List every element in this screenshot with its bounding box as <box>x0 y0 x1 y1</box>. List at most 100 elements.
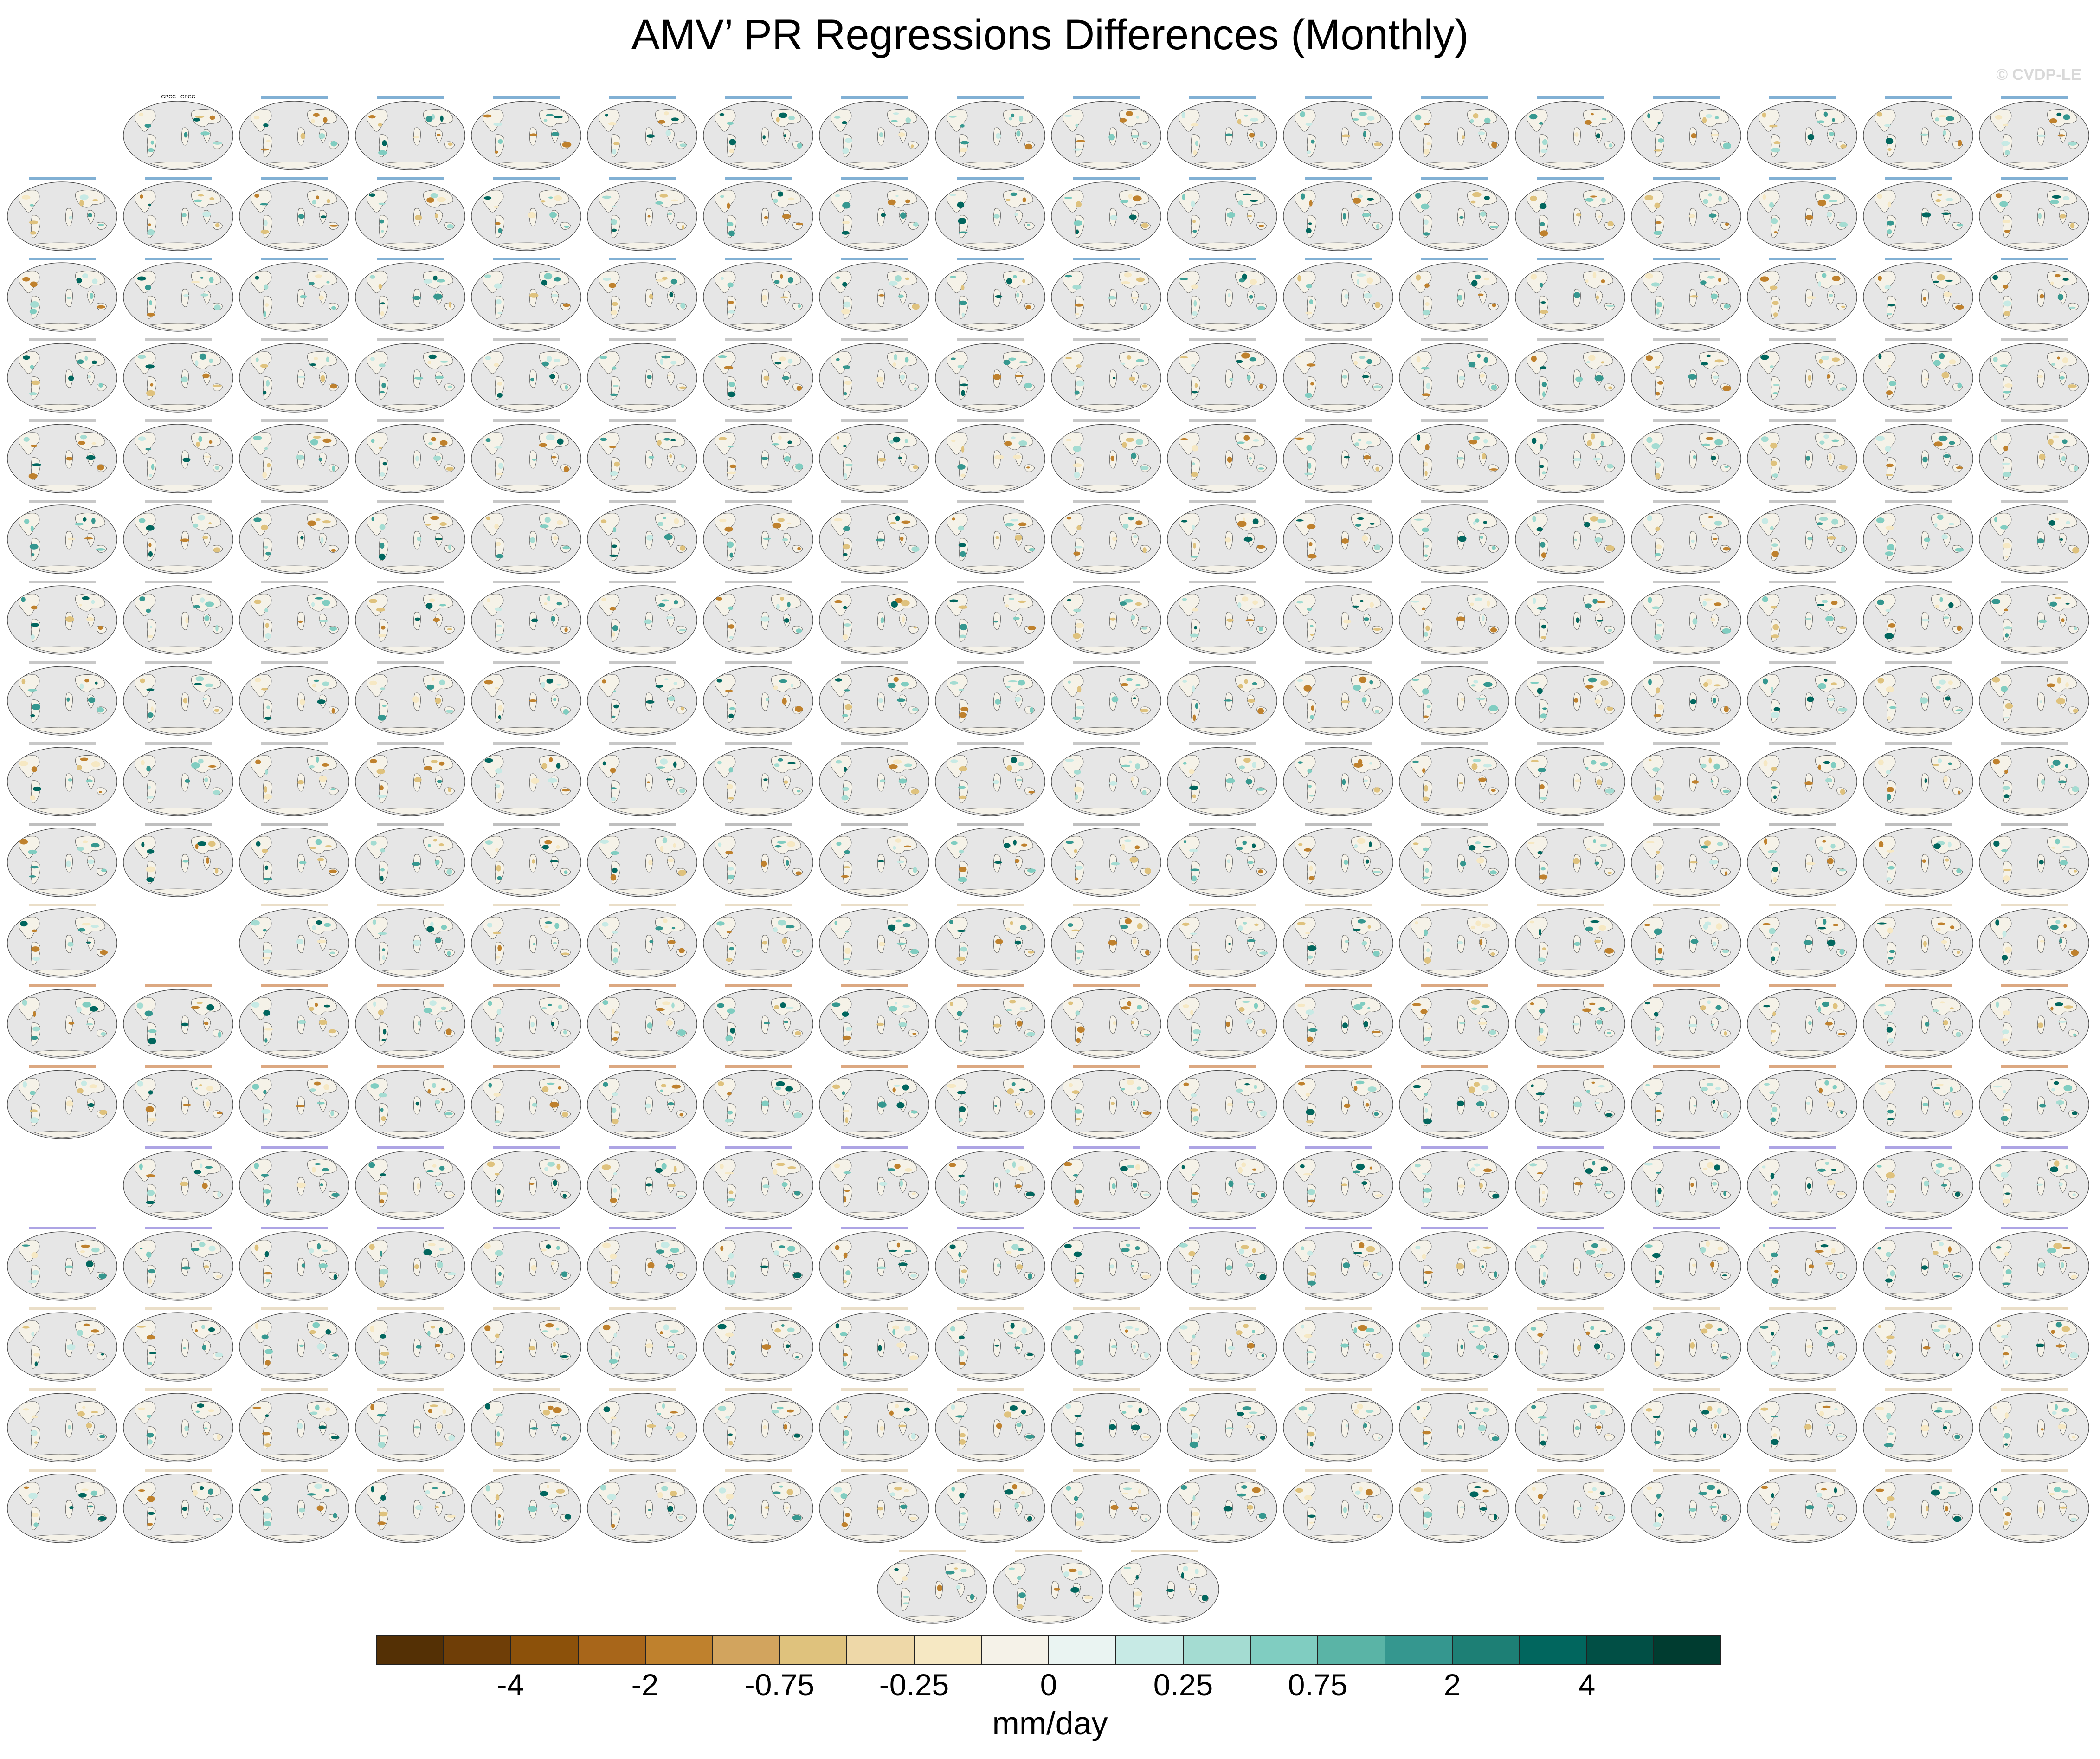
regression-map-panel <box>934 94 1046 171</box>
regression-map-panel <box>1050 821 1162 898</box>
panel-title <box>377 742 444 745</box>
globe-map <box>471 747 581 816</box>
globe-map <box>1979 1231 2089 1301</box>
panel-title <box>1653 1469 1720 1472</box>
globe-map <box>1283 747 1393 816</box>
panel-title <box>957 338 1024 341</box>
panel-title <box>145 338 212 341</box>
globe-map <box>355 504 465 574</box>
panel-title <box>725 177 792 180</box>
regression-map-panel <box>1282 1224 1394 1301</box>
panel-title <box>29 661 96 664</box>
globe-map <box>1863 585 1973 655</box>
panel-title <box>1537 96 1604 99</box>
regression-map-panel <box>1514 1386 1626 1463</box>
panel-title <box>725 984 792 987</box>
regression-map-panel <box>818 417 930 494</box>
regression-map-panel <box>1514 417 1626 494</box>
regression-map-panel <box>934 175 1046 252</box>
globe-map <box>1979 1393 2089 1462</box>
globe-map <box>7 1070 117 1139</box>
panel-title <box>725 96 792 99</box>
panel-title <box>1305 1065 1372 1068</box>
globe-map <box>1747 1151 1857 1220</box>
panel-title <box>1885 1469 1952 1472</box>
globe-map <box>587 989 697 1059</box>
panel-title <box>957 1227 1024 1229</box>
globe-map <box>703 908 813 978</box>
panel-title <box>1769 1469 1836 1472</box>
globe-map <box>819 343 929 413</box>
cvdp-le-watermark: © CVDP-LE <box>1996 66 2081 84</box>
regression-map-panel <box>6 659 118 736</box>
regression-map-panel <box>818 1305 930 1382</box>
regression-map-panel <box>1514 1063 1626 1140</box>
regression-map-panel <box>122 1224 234 1301</box>
globe-map <box>1979 504 2089 574</box>
globe-map <box>1631 262 1741 332</box>
regression-map-panel <box>586 1305 698 1382</box>
globe-map <box>1515 585 1625 655</box>
panel-title <box>841 1146 908 1149</box>
regression-map-panel <box>354 175 466 252</box>
regression-map-panel <box>818 498 930 575</box>
panel-title <box>1073 258 1140 260</box>
colorbar-tick-label: -0.25 <box>879 1668 949 1702</box>
regression-map-panel <box>354 1467 466 1544</box>
regression-map-panel <box>122 1305 234 1382</box>
globe-map <box>1515 343 1625 413</box>
regression-map-panel <box>1746 821 1858 898</box>
globe-map <box>819 1231 929 1301</box>
colorbar-box <box>780 1636 848 1664</box>
globe-map <box>1631 343 1741 413</box>
panel-title <box>493 984 560 987</box>
regression-map-panel <box>1862 740 1974 817</box>
regression-map-panel <box>702 498 814 575</box>
panel-title <box>725 742 792 745</box>
panel-title <box>261 1469 328 1472</box>
globe-map <box>123 1393 233 1462</box>
panel-title <box>29 177 96 180</box>
panel-title <box>1421 500 1488 503</box>
regression-map-panel <box>1050 1386 1162 1463</box>
globe-map <box>355 908 465 978</box>
regression-map-panel <box>1282 1144 1394 1221</box>
globe-map <box>1863 666 1973 736</box>
panel-title <box>1189 581 1256 583</box>
colorbar-box <box>578 1636 646 1664</box>
globe-map <box>819 828 929 897</box>
colorbar-box <box>713 1636 780 1664</box>
globe-map <box>819 666 929 736</box>
regression-map-panel <box>586 336 698 413</box>
regression-map-panel <box>702 175 814 252</box>
globe-map <box>1283 343 1393 413</box>
globe-map <box>1631 666 1741 736</box>
globe-map <box>935 181 1045 251</box>
regression-map-panel <box>470 901 582 978</box>
globe-map <box>471 908 581 978</box>
regression-map-panel <box>1282 982 1394 1059</box>
globe-map <box>1863 828 1973 897</box>
globe-map <box>1051 1231 1161 1301</box>
globe-map <box>587 262 697 332</box>
panel-title <box>1885 177 1952 180</box>
panel-title <box>261 742 328 745</box>
regression-map-panel <box>1862 255 1974 332</box>
globe-map <box>1283 666 1393 736</box>
regression-map-panel <box>1630 94 1742 171</box>
panel-title <box>1885 904 1952 906</box>
regression-map-panel <box>586 659 698 736</box>
regression-map-panel <box>818 740 930 817</box>
panel-title <box>29 823 96 826</box>
panel-title <box>1073 1307 1140 1310</box>
panel-title <box>1189 177 1256 180</box>
regression-map-panel <box>818 1467 930 1544</box>
globe-map <box>703 262 813 332</box>
regression-map-panel <box>818 659 930 736</box>
panel-title <box>261 904 328 906</box>
panel-title <box>261 984 328 987</box>
regression-map-panel <box>6 336 118 413</box>
panel-title <box>1653 661 1720 664</box>
globe-map <box>1747 666 1857 736</box>
globe-map <box>1631 504 1741 574</box>
